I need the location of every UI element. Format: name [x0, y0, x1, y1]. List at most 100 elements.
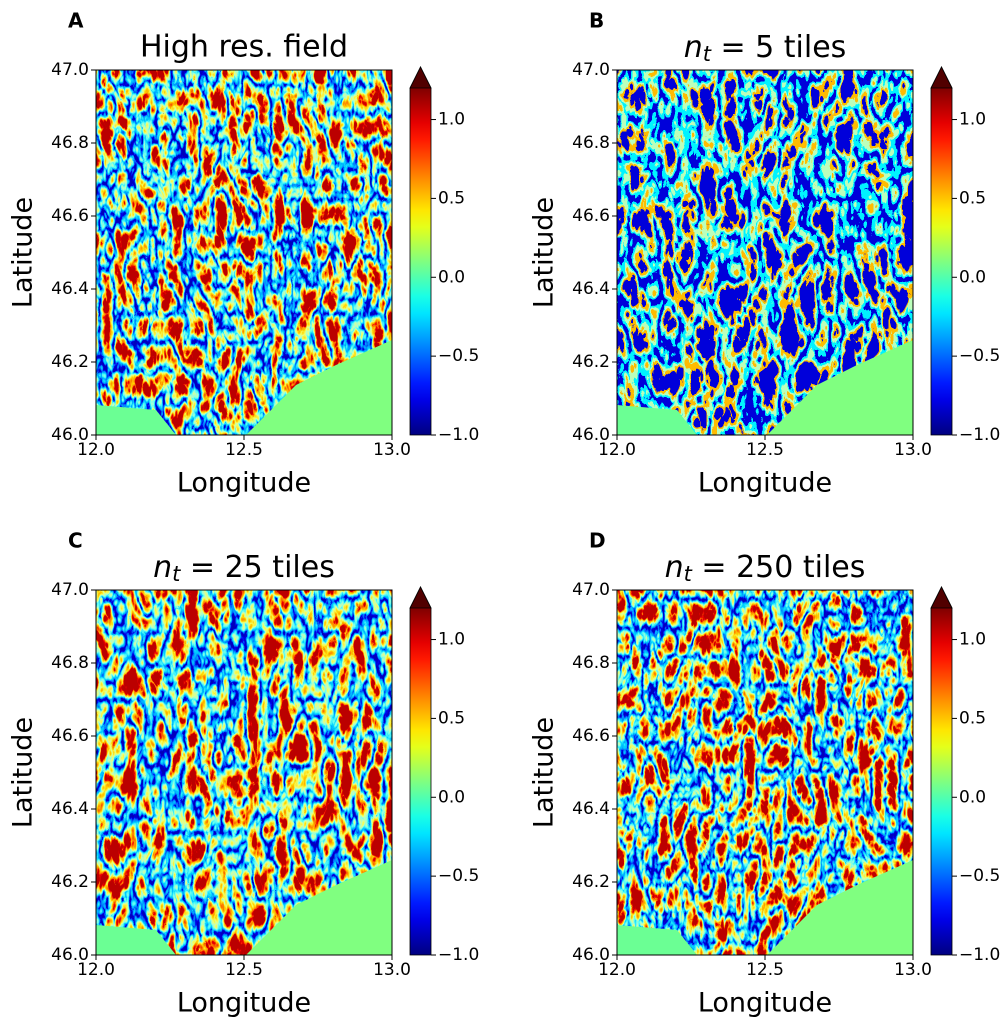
y-tick-label: 46.2	[51, 352, 89, 372]
colorbar	[931, 88, 952, 435]
colorbar-extend	[930, 66, 953, 89]
panel-label: D	[589, 529, 606, 553]
colorbar-frame	[930, 586, 953, 956]
title-text: = 5 tiles	[711, 30, 846, 65]
field	[617, 590, 913, 955]
colorbar-tick-label: 1.0	[438, 110, 465, 130]
panel-title: High res. field	[140, 30, 348, 65]
panel-title: nt = 5 tiles	[684, 30, 847, 67]
colorbar-frame	[409, 66, 432, 436]
colorbar-tick-label: −1.0	[438, 425, 479, 445]
title-symbol: n	[684, 30, 703, 65]
colorbar-extend	[930, 586, 953, 609]
y-tick-label: 46.0	[572, 945, 610, 965]
colorbar-tick-label: −0.5	[959, 346, 1000, 366]
y-tick-label: 46.6	[572, 726, 610, 746]
panel-title: nt = 250 tiles	[665, 550, 866, 587]
y-tick-label: 46.8	[572, 653, 610, 673]
y-tick-label: 46.8	[572, 133, 610, 153]
title-subscript: t	[172, 562, 181, 586]
colorbar-frame	[930, 66, 953, 436]
lowland	[617, 925, 697, 955]
panel-label: C	[68, 529, 83, 553]
y-tick-label: 46.0	[51, 945, 89, 965]
title-text: = 25 tiles	[180, 550, 334, 585]
y-tick-label: 46.6	[51, 206, 89, 226]
y-tick-label: 46.4	[51, 279, 89, 299]
y-axis-label: Latitude	[529, 717, 560, 828]
colorbar-tick-label: 1.0	[959, 630, 986, 650]
x-axis-label: Longitude	[177, 468, 311, 499]
y-tick-label: 46.2	[51, 872, 89, 892]
field	[96, 70, 392, 435]
y-tick-label: 46.2	[572, 352, 610, 372]
colorbar-tick-label: −1.0	[959, 425, 1000, 445]
colorbar-extend	[409, 66, 432, 89]
y-tick-label: 47.0	[572, 580, 610, 600]
y-tick-label: 46.8	[51, 653, 89, 673]
x-tick-label: 12.0	[598, 440, 636, 460]
y-tick-label: 46.4	[572, 279, 610, 299]
colorbar-frame	[409, 586, 432, 956]
x-tick-label: 12.5	[225, 440, 263, 460]
colorbar-tick-label: −1.0	[959, 945, 1000, 965]
lowland	[246, 860, 392, 955]
y-tick-label: 46.0	[572, 425, 610, 445]
x-tick-label: 12.5	[225, 960, 263, 980]
y-axis-label: Latitude	[8, 197, 39, 308]
colorbar-tick-label: −1.0	[438, 945, 479, 965]
panel-label: A	[68, 9, 84, 33]
colorbar	[931, 608, 952, 955]
field	[617, 70, 913, 435]
lowland	[767, 340, 913, 435]
y-tick-label: 46.2	[572, 872, 610, 892]
x-tick-label: 12.5	[746, 440, 784, 460]
panel-title: nt = 25 tiles	[153, 550, 335, 587]
y-tick-label: 46.6	[51, 726, 89, 746]
lowland	[96, 925, 176, 955]
y-tick-label: 46.8	[51, 133, 89, 153]
colorbar	[410, 608, 431, 955]
panel: 12.0 12.5 13.0 46.0 46.2 46.4 46.6 46.8 47.0 Long…	[8, 529, 480, 1017]
title-subscript: t	[703, 42, 712, 66]
colorbar-tick-label: 0.0	[959, 787, 986, 807]
lowland	[246, 340, 392, 435]
colorbar-tick-label: 0.0	[438, 787, 465, 807]
panel: 12.0 12.5 13.0 46.0 46.2 46.4 46.6 46.8 47.0 Long…	[529, 9, 1001, 499]
title-symbol: n	[665, 550, 684, 585]
colorbar-tick-label: 1.0	[438, 630, 465, 650]
y-tick-label: 46.6	[572, 206, 610, 226]
lowland	[96, 405, 176, 435]
y-tick-label: 47.0	[51, 580, 89, 600]
panel: 12.0 12.5 13.0 46.0 46.2 46.4 46.6 46.8 47.0 Long…	[8, 9, 480, 499]
colorbar-tick-label: 0.5	[959, 708, 986, 728]
title-text: = 250 tiles	[692, 550, 866, 585]
panel: 12.0 12.5 13.0 46.0 46.2 46.4 46.6 46.8 47.0 Long…	[529, 529, 1001, 1017]
x-tick-label: 12.5	[746, 960, 784, 980]
y-tick-label: 46.0	[51, 425, 89, 445]
x-axis-label: Longitude	[177, 988, 311, 1017]
y-tick-label: 46.4	[51, 799, 89, 819]
x-tick-label: 12.0	[77, 440, 115, 460]
colorbar-tick-label: 0.5	[438, 188, 465, 208]
lowland	[617, 405, 697, 435]
colorbar-tick-label: 0.5	[438, 708, 465, 728]
title-subscript: t	[684, 562, 693, 586]
y-axis-label: Latitude	[8, 717, 39, 828]
field	[96, 590, 392, 955]
title-symbol: n	[153, 550, 172, 585]
x-axis-label: Longitude	[698, 988, 832, 1017]
x-tick-label: 13.0	[894, 960, 932, 980]
colorbar-tick-label: 1.0	[959, 110, 986, 130]
x-tick-label: 13.0	[373, 440, 411, 460]
colorbar-tick-label: 0.5	[959, 188, 986, 208]
colorbar-tick-label: −0.5	[438, 346, 479, 366]
colorbar-tick-label: 0.0	[959, 267, 986, 287]
x-tick-label: 12.0	[77, 960, 115, 980]
colorbar-tick-label: −0.5	[959, 866, 1000, 886]
lowland	[767, 860, 913, 955]
x-tick-label: 12.0	[598, 960, 636, 980]
colorbar	[410, 88, 431, 435]
